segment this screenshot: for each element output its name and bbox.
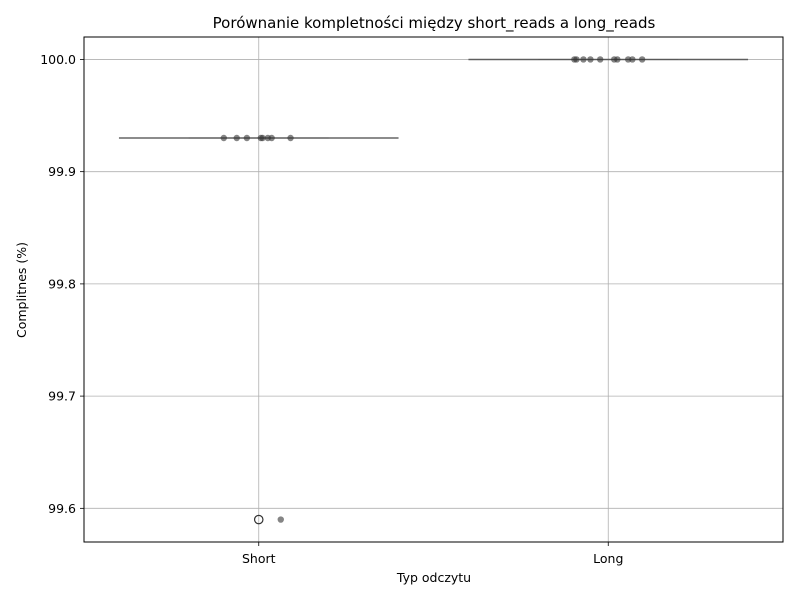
y-tick-label: 99.6 (48, 501, 76, 516)
data-point (277, 516, 284, 523)
x-tick-label: Long (593, 551, 623, 566)
y-tick-label: 100.0 (40, 52, 76, 67)
data-point (614, 56, 621, 63)
y-axis-label: Complitnes (%) (14, 242, 29, 338)
y-tick-label: 99.8 (48, 276, 76, 291)
data-point (629, 56, 636, 63)
data-point (268, 134, 275, 142)
tick-layer: 99.6 99.7 99.8 99.9 100.0 Short Long (40, 52, 623, 566)
data-point (587, 56, 594, 63)
box-layer (118, 58, 749, 525)
outlier-marker (253, 514, 264, 525)
data-point (573, 56, 580, 63)
data-point (287, 134, 294, 142)
data-point (233, 134, 240, 142)
chart-title: Porównanie kompletności między short_rea… (213, 14, 656, 33)
x-axis-label: Typ odczytu (396, 570, 471, 585)
grid-layer (84, 37, 783, 542)
plot-frame (83, 36, 784, 543)
y-tick-label: 99.9 (48, 164, 76, 179)
data-point (220, 134, 227, 142)
data-point (638, 56, 646, 63)
data-point (259, 134, 266, 142)
data-point (597, 56, 604, 63)
x-tick-label: Short (242, 551, 276, 566)
data-point (580, 56, 587, 63)
y-tick-label: 99.7 (48, 389, 76, 404)
data-point (243, 134, 251, 142)
point-layer (220, 56, 646, 523)
